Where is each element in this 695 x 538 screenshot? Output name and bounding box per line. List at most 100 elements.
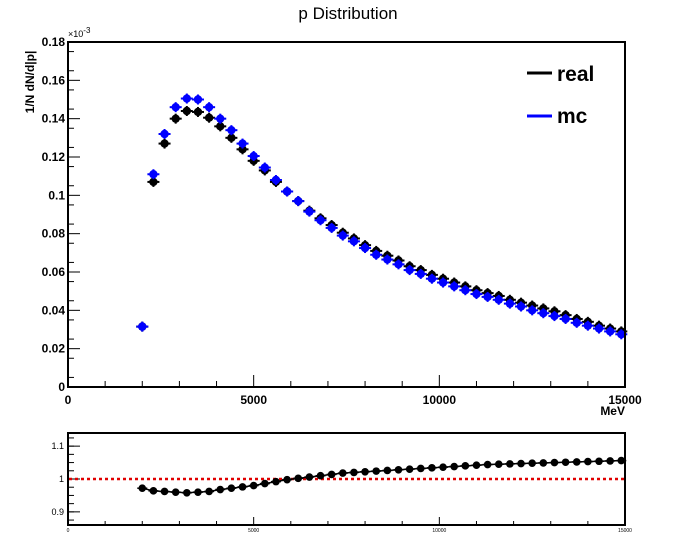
y-tick-label: 0.1 xyxy=(48,188,65,202)
data-point-mc xyxy=(548,311,561,322)
ratio-x-tick-label: 15000 xyxy=(618,528,632,534)
data-point-mc xyxy=(414,268,427,279)
ratio-plot-frame xyxy=(67,432,626,526)
data-point-real xyxy=(225,132,238,143)
data-point-mc xyxy=(258,162,271,173)
ratio-data-point xyxy=(516,459,527,468)
data-point-mc xyxy=(325,222,338,233)
ratio-data-point xyxy=(270,477,281,486)
ratio-data-point xyxy=(360,467,371,476)
ratio-data-point xyxy=(248,481,259,490)
ratio-data-points xyxy=(137,456,627,497)
data-point-mc xyxy=(403,265,416,276)
data-point-mc xyxy=(392,259,405,270)
ratio-data-point xyxy=(304,473,315,481)
chart-title: p Distribution xyxy=(298,4,397,23)
y-tick-label: 0.18 xyxy=(42,35,66,49)
ratio-data-point xyxy=(237,483,248,491)
ratio-data-point xyxy=(282,475,293,484)
ratio-x-tick-label: 10000 xyxy=(432,528,446,534)
data-point-real xyxy=(203,112,216,123)
ratio-data-point xyxy=(605,457,616,465)
ratio-data-point xyxy=(571,458,582,466)
ratio-x-tick-label: 0 xyxy=(67,528,70,534)
ratio-data-point xyxy=(415,464,426,473)
y-tick-label: 0.04 xyxy=(42,303,66,317)
y-tick-label: 0 xyxy=(58,380,65,394)
data-point-mc xyxy=(459,285,472,296)
ratio-data-point xyxy=(192,488,203,496)
data-point-mc xyxy=(448,281,461,292)
data-point-mc xyxy=(203,102,216,113)
data-point-mc xyxy=(303,206,316,217)
data-point-mc xyxy=(314,215,327,226)
y-tick-label: 0.16 xyxy=(42,73,66,87)
data-point-mc xyxy=(359,243,372,254)
data-point-mc xyxy=(481,291,494,302)
ratio-data-point xyxy=(148,487,159,495)
data-point-real xyxy=(180,106,193,116)
y-tick-label: 0.12 xyxy=(42,150,66,164)
ratio-data-point xyxy=(460,462,471,470)
data-point-mc xyxy=(292,196,305,207)
data-point-mc xyxy=(381,254,394,265)
ratio-data-point xyxy=(549,458,560,467)
data-point-mc xyxy=(503,298,516,309)
ratio-data-point xyxy=(170,488,181,496)
ratio-data-point xyxy=(181,489,192,497)
data-point-mc xyxy=(180,93,193,104)
data-point-mc xyxy=(336,230,349,241)
ratio-data-point xyxy=(382,466,393,475)
data-point-real xyxy=(158,138,171,149)
ratio-data-point xyxy=(226,484,237,493)
main-axis-ticks: 0 0.02 0.04 0.06 0.08 0.1 0.12 0.14 0.16 0.18 0 500… xyxy=(42,35,642,407)
ratio-data-point xyxy=(137,484,148,493)
ratio-line xyxy=(142,459,622,494)
ratio-panel: 0.9 1 1.1 0 5000 10000 15000 xyxy=(51,432,632,534)
ratio-data-point xyxy=(504,460,515,468)
data-point-mc xyxy=(236,138,249,149)
ratio-data-point xyxy=(438,463,449,471)
ratio-x-tick-label: 5000 xyxy=(248,528,259,534)
data-point-mc xyxy=(604,326,617,337)
ratio-data-point xyxy=(293,474,304,483)
x-tick-label: 5000 xyxy=(240,393,267,407)
data-point-mc xyxy=(559,313,572,324)
ratio-data-point xyxy=(215,485,226,494)
ratio-data-point xyxy=(594,457,605,466)
data-point-mc xyxy=(581,320,594,331)
ratio-data-point xyxy=(393,466,404,474)
data-point-mc xyxy=(281,186,294,197)
ratio-data-point xyxy=(315,471,326,480)
data-point-mc xyxy=(347,236,360,247)
ratio-data-point xyxy=(159,487,170,496)
data-point-mc xyxy=(269,175,282,185)
data-point-mc xyxy=(515,301,528,312)
ratio-data-point xyxy=(471,461,482,470)
y-tick-label: 0.14 xyxy=(42,112,66,126)
y-axis-label: 1/N dN/d|p| xyxy=(23,51,37,114)
data-point-real xyxy=(169,113,182,124)
ratio-data-point xyxy=(404,465,415,473)
ratio-data-point xyxy=(337,469,348,477)
data-point-mc xyxy=(147,169,160,180)
data-point-mc xyxy=(570,317,583,328)
ratio-axis-ticks: 0.9 1 1.1 0 5000 10000 15000 xyxy=(51,437,632,534)
data-point-mc xyxy=(169,102,182,113)
data-point-mc xyxy=(437,277,450,288)
ratio-data-point xyxy=(527,459,538,468)
data-point-mc xyxy=(370,249,383,260)
ratio-data-point xyxy=(582,457,593,466)
data-point-mc xyxy=(526,305,539,316)
data-point-mc xyxy=(225,125,238,136)
ratio-data-point xyxy=(538,459,549,467)
y-axis-label-group: 1/N dN/d|p| xyxy=(23,51,37,114)
ratio-data-point xyxy=(326,470,337,479)
main-plot-frame xyxy=(67,41,626,388)
ratio-data-point xyxy=(493,460,504,469)
legend-label-mc: mc xyxy=(557,105,588,128)
ratio-data-point xyxy=(426,464,437,472)
data-point-real xyxy=(191,106,204,117)
data-point-mc xyxy=(214,113,227,124)
x-tick-label: 10000 xyxy=(423,393,457,407)
